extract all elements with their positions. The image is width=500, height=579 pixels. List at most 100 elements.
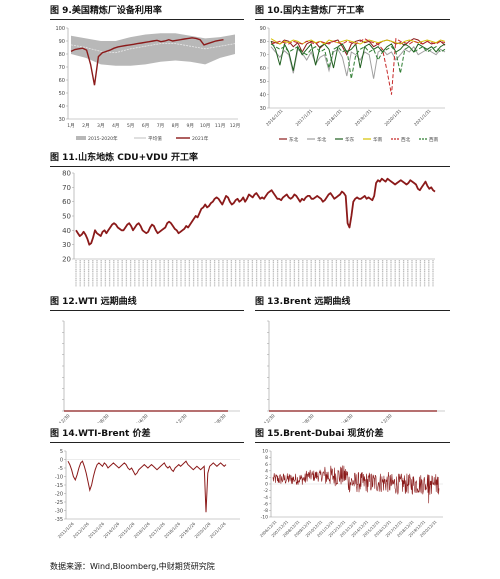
fig14-series-line bbox=[67, 460, 227, 513]
fig15-ytick-label: -10 bbox=[261, 515, 268, 521]
fig13-xtick-label: 2021/12/30 bbox=[255, 413, 277, 423]
fig10-ytick-label: 60 bbox=[260, 66, 266, 72]
fig10-title-rule bbox=[255, 19, 450, 20]
fig15-ytick-label: 0 bbox=[265, 482, 268, 488]
fig15-ytick-label: -6 bbox=[264, 501, 269, 507]
fig9-legend-label: 平均值 bbox=[148, 135, 162, 142]
fig9-xtick-label: 3月 bbox=[97, 123, 105, 129]
fig10-legend-label: 华北 bbox=[317, 136, 327, 143]
fig10-legend-label: 东北 bbox=[289, 136, 299, 143]
fig9-ytick-label: 80 bbox=[59, 52, 65, 58]
fig14-title-rule bbox=[50, 442, 244, 443]
fig11-ytick-label: 40 bbox=[62, 227, 71, 235]
fig15-ytick-label: -8 bbox=[264, 508, 269, 514]
fig10-ytick-label: 50 bbox=[260, 79, 266, 85]
fig15-series-line bbox=[272, 465, 440, 504]
fig11-title-rule bbox=[50, 166, 450, 167]
fig9-legend-label: 2015-2020年 bbox=[88, 135, 118, 142]
fig9-xtick-label: 4月 bbox=[112, 123, 120, 129]
fig10-title: 图 10.国内主营炼厂开工率 bbox=[255, 6, 365, 16]
fig9-xtick-label: 10月 bbox=[200, 123, 210, 129]
fig13-title: 图 13.Brent 远期曲线 bbox=[255, 297, 351, 307]
fig15-ytick-label: -4 bbox=[264, 495, 269, 501]
fig12-xtick-label: 2023/8/30 bbox=[90, 413, 111, 423]
fig10-ytick-label: 90 bbox=[260, 26, 266, 32]
fig10-xtick-label: 2020/1/31 bbox=[383, 108, 402, 127]
fig15-ytick-label: 4 bbox=[265, 468, 268, 474]
fig14-ytick-label: -5 bbox=[58, 466, 63, 472]
fig10-series-4 bbox=[270, 37, 446, 95]
fig14-chart: 50-5-10-15-20-25-30-352011/1/262012/1/26… bbox=[55, 449, 240, 539]
fig10-legend-label: 华南 bbox=[373, 136, 383, 143]
fig15-chart: 1086420-2-4-6-8-102006/12/312007/12/3120… bbox=[259, 449, 443, 538]
fig15-ytick-label: 8 bbox=[265, 455, 268, 461]
fig11-series-line bbox=[75, 177, 436, 246]
fig9-title-rule bbox=[50, 19, 244, 20]
fig9-xtick-label: 8月 bbox=[172, 123, 180, 129]
fig12-title: 图 12.WTI 远期曲线 bbox=[50, 297, 137, 307]
fig11-ytick-label: 60 bbox=[62, 198, 71, 206]
fig14-ytick-label: -15 bbox=[55, 483, 63, 489]
fig12-title-rule bbox=[50, 310, 244, 311]
fig11-ytick-label: 80 bbox=[62, 169, 71, 177]
fig10-xtick-label: 2021/1/31 bbox=[413, 108, 432, 127]
fig14-xtick-label: 2021/1/26 bbox=[209, 521, 227, 539]
fig12-xtick-label: 2026/12/30 bbox=[166, 413, 189, 423]
fig9-legend-label: 2021年 bbox=[192, 135, 209, 142]
fig12-xtick-label: 2025/4/30 bbox=[129, 413, 150, 423]
fig14-title: 图 14.WTI-Brent 价差 bbox=[50, 429, 151, 439]
fig13-xtick-label: 2023/8/30 bbox=[295, 413, 316, 423]
fig10-series-0 bbox=[270, 38, 446, 56]
fig9-xtick-label: 5月 bbox=[127, 123, 135, 129]
fig12-xtick-label: 2028/8/30 bbox=[207, 413, 228, 423]
fig9-series-2021 bbox=[70, 37, 224, 86]
fig9-ytick-label: 30 bbox=[59, 117, 65, 123]
fig9-title: 图 9.美国精炼厂设备利用率 bbox=[50, 6, 162, 16]
fig10-series-2 bbox=[270, 41, 446, 71]
fig13-title-rule bbox=[255, 310, 450, 311]
fig14-ytick-label: -25 bbox=[55, 500, 63, 506]
fig9-ytick-label: 90 bbox=[59, 39, 65, 45]
fig14-ytick-label: -30 bbox=[55, 508, 63, 514]
fig15-ytick-label: 10 bbox=[262, 449, 268, 455]
fig10-ytick-label: 70 bbox=[260, 52, 266, 58]
fig12-chart: 2021/12/30 2023/8/30 2025/4/30 2026/12/30 20… bbox=[50, 320, 240, 423]
fig10-xtick-label: 2017/1/31 bbox=[295, 108, 314, 127]
fig9-xtick-label: 6月 bbox=[142, 123, 150, 129]
fig14-ytick-label: -35 bbox=[55, 517, 63, 523]
fig10-xtick-label: 2019/1/31 bbox=[354, 108, 373, 127]
fig10-ytick-label: 80 bbox=[260, 39, 266, 45]
fig12-xtick-label: 2021/12/30 bbox=[50, 413, 72, 423]
fig13-xtick-label: 2025/4/30 bbox=[334, 413, 355, 423]
fig15-title-rule bbox=[255, 442, 450, 443]
fig11-chart: 80 70 60 50 40 30 20 bbox=[62, 169, 436, 287]
fig10-legend-label: 西南 bbox=[429, 136, 439, 143]
fig10-series-5 bbox=[270, 43, 446, 79]
fig9-xtick-label: 2月 bbox=[82, 123, 90, 129]
fig9-ytick-label: 70 bbox=[59, 65, 65, 71]
fig11-ytick-label: 20 bbox=[62, 255, 71, 263]
fig14-ytick-label: 5 bbox=[60, 449, 63, 455]
fig13-xtick-label: 2026/12/30 bbox=[371, 413, 394, 423]
fig15-title: 图 15.Brent-Dubai 现货价差 bbox=[255, 429, 384, 439]
fig9-xtick-label: 11月 bbox=[215, 123, 225, 129]
fig9-ytick-label: 40 bbox=[59, 104, 65, 110]
fig9-ytick-label: 60 bbox=[59, 78, 65, 84]
fig11-ytick-label: 30 bbox=[62, 241, 71, 249]
fig11-ytick-label: 70 bbox=[62, 184, 71, 192]
fig9-xtick-label: 7月 bbox=[157, 123, 165, 129]
fig15-ytick-label: -2 bbox=[264, 488, 269, 494]
fig11-ytick-label: 50 bbox=[62, 212, 71, 220]
fig10-xtick-label: 2018/1/31 bbox=[324, 108, 343, 127]
source-note: 数据来源：Wind,Bloomberg,中财期货研究院 bbox=[50, 562, 215, 571]
fig15-ytick-label: 6 bbox=[265, 462, 268, 468]
fig9-ytick-label: 100 bbox=[55, 26, 65, 32]
fig9-band-2015-2020 bbox=[71, 33, 235, 66]
fig9-xtick-label: 12月 bbox=[230, 123, 240, 129]
fig13-chart: 2021/12/30 2023/8/30 2025/4/30 2026/12/30 bbox=[255, 320, 445, 423]
fig9-xtick-label: 1月 bbox=[67, 123, 75, 129]
fig14-ytick-label: 0 bbox=[60, 457, 63, 463]
fig9-series-avg bbox=[70, 43, 236, 54]
